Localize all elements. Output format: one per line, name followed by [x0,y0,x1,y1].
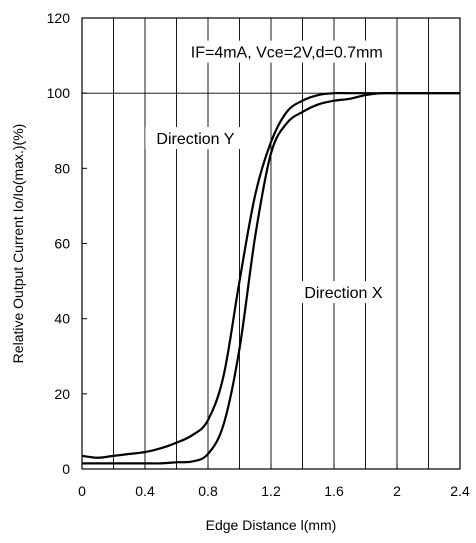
x-tick-label: 0.4 [135,483,155,499]
x-tick-label: 2.4 [450,483,470,499]
series-direction-y-line [81,91,460,459]
x-tick-label: 1.6 [324,483,344,499]
condition-annotation: IF=4mA, Vce=2V,d=0.7mm [191,45,383,62]
direction-x-annotation-backdrop [293,281,394,304]
x-tick-label: 0.8 [198,483,218,499]
direction-y-annotation: Direction Y [156,131,234,148]
series-layer [81,91,460,465]
y-tick-label: 60 [54,236,70,252]
y-tick-label: 100 [47,85,71,101]
y-tick-label: 20 [54,386,70,402]
direction-x-annotation: Direction X [304,285,383,302]
y-tick-label: 40 [54,311,70,327]
y-tick-label: 120 [47,10,71,26]
condition-annotation-backdrop [191,40,382,63]
x-tick-label: 0 [78,483,86,499]
y-axis-title: Relative Output Current Io/Io(max.)(%) [10,124,26,364]
y-tick-label: 0 [62,461,70,477]
y-tick-label: 80 [54,160,70,176]
x-axis-title: Edge Distance l(mm) [206,517,337,533]
x-tick-label: 1.2 [261,483,281,499]
x-tick-label: 2 [393,483,401,499]
series-direction-x-line [81,91,460,465]
direction-y-annotation-backdrop [145,127,246,150]
tick-layer: 0 0.4 0.8 1.2 1.6 2 2.4 0 20 40 60 80 100 120 [47,10,470,499]
annotation-layer: IF=4mA, Vce=2V,d=0.7mm Direction Y Directi… [145,40,394,304]
